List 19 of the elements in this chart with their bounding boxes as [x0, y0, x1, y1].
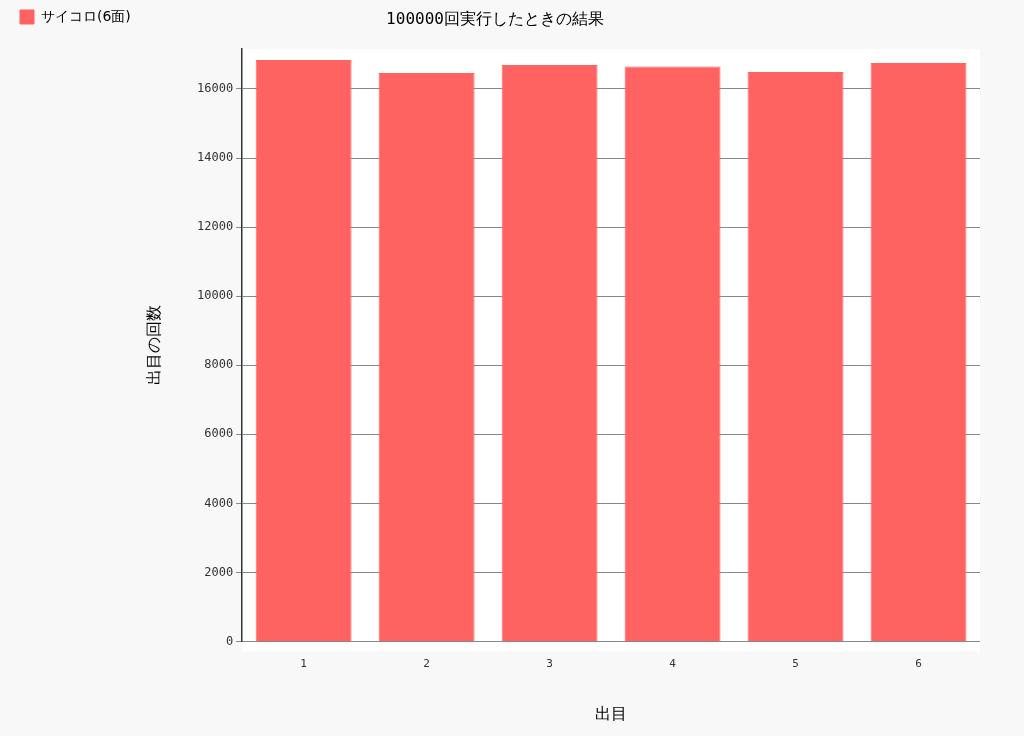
y-tick-label: 14000 — [197, 150, 234, 165]
y-tick-label: 0 — [225, 633, 234, 648]
chart-title: 100000回実行したときの結果 — [386, 8, 604, 28]
x-tick-label: 6 — [915, 657, 922, 671]
x-tick-label: 3 — [546, 657, 553, 671]
x-tick-label: 1 — [300, 657, 307, 671]
y-axis-title: 出目の回数 — [143, 305, 163, 386]
y-tick-label: 8000 — [204, 357, 234, 372]
legend-label: サイコロ(6面) — [41, 7, 131, 24]
y-tick-label: 12000 — [197, 219, 234, 234]
x-tick-label: 5 — [792, 657, 799, 671]
x-axis-title: 出目 — [595, 703, 628, 723]
x-tick-label: 4 — [669, 657, 677, 671]
y-tick-label: 10000 — [197, 288, 234, 303]
y-tick-label: 16000 — [197, 81, 234, 96]
y-tick-label: 6000 — [204, 426, 234, 441]
y-tick-label: 4000 — [204, 495, 234, 510]
x-tick-label: 2 — [423, 657, 430, 671]
y-tick-label: 2000 — [204, 564, 234, 579]
